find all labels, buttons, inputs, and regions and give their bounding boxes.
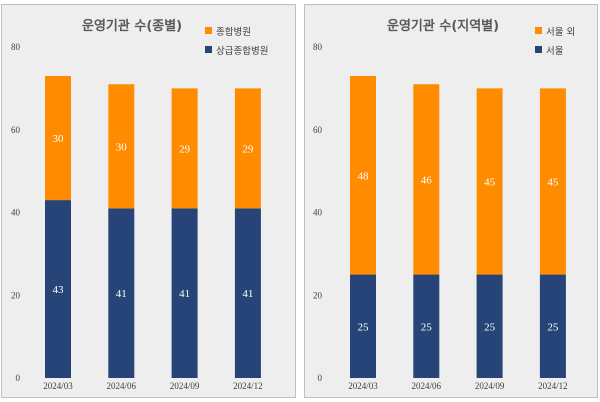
legend-swatch bbox=[205, 27, 212, 34]
bar bbox=[234, 88, 261, 209]
bar bbox=[476, 88, 503, 275]
bar bbox=[350, 274, 376, 378]
x-tick-label: 2024/03 bbox=[348, 381, 378, 391]
legend-item: 서울 외 bbox=[535, 21, 575, 40]
bar bbox=[171, 88, 198, 209]
x-tick-label: 2024/09 bbox=[170, 381, 200, 391]
data-label: 25 bbox=[547, 321, 559, 333]
x-tick-label: 2024/06 bbox=[412, 381, 442, 391]
x-tick-label: 2024/03 bbox=[43, 381, 73, 391]
data-label: 45 bbox=[547, 176, 559, 188]
y-tick-label: 60 bbox=[11, 125, 21, 135]
bar bbox=[45, 200, 71, 378]
y-tick-label: 20 bbox=[313, 290, 323, 300]
data-label: 30 bbox=[116, 141, 128, 153]
data-label: 41 bbox=[242, 288, 253, 300]
bar bbox=[476, 274, 503, 378]
data-label: 25 bbox=[484, 321, 496, 333]
y-tick-label: 60 bbox=[313, 125, 323, 135]
x-tick-label: 2024/12 bbox=[233, 381, 263, 391]
data-label: 29 bbox=[242, 143, 254, 155]
data-label: 30 bbox=[53, 133, 65, 145]
y-tick-label: 80 bbox=[313, 42, 323, 52]
data-label: 25 bbox=[421, 321, 433, 333]
legend-swatch bbox=[535, 27, 542, 34]
data-label: 48 bbox=[358, 170, 370, 182]
data-label: 41 bbox=[116, 288, 127, 300]
chart-plot: 0 20 40 60 80 43 30 2024/03 41 30 2024/06 41 29 2024/… bbox=[11, 42, 263, 391]
data-label: 43 bbox=[53, 284, 65, 296]
chart-title: 운영기관 수(종별) bbox=[82, 19, 183, 34]
y-tick-label: 80 bbox=[11, 42, 21, 52]
x-tick-label: 2024/12 bbox=[538, 381, 568, 391]
bar bbox=[45, 75, 71, 201]
bar bbox=[350, 75, 376, 275]
legend-item: 상급종합병원 bbox=[205, 40, 268, 59]
y-tick-label: 40 bbox=[11, 208, 21, 218]
bar bbox=[108, 84, 135, 209]
y-tick-label: 0 bbox=[318, 373, 323, 383]
legend-swatch bbox=[205, 46, 212, 53]
data-label: 45 bbox=[484, 176, 496, 188]
bar bbox=[539, 88, 566, 275]
chart-plot: 0 20 40 60 80 25 48 2024/03 25 46 2024/06 25 45 2024/… bbox=[313, 42, 568, 391]
data-label: 46 bbox=[421, 174, 433, 186]
bar bbox=[539, 274, 566, 378]
legend-label: 서울 외 bbox=[546, 26, 576, 38]
y-tick-label: 20 bbox=[11, 290, 21, 300]
y-tick-label: 0 bbox=[16, 373, 21, 383]
x-tick-label: 2024/09 bbox=[475, 381, 505, 391]
data-label: 29 bbox=[179, 143, 191, 155]
legend-swatch bbox=[535, 46, 542, 53]
data-label: 41 bbox=[179, 288, 190, 300]
y-tick-label: 40 bbox=[313, 208, 323, 218]
legend-label: 상급종합병원 bbox=[216, 45, 269, 57]
bar bbox=[234, 208, 261, 378]
bar bbox=[413, 84, 440, 275]
legend-item: 서울 bbox=[535, 40, 575, 59]
bar bbox=[413, 274, 440, 378]
legend-item: 종합병원 bbox=[205, 21, 268, 40]
bar bbox=[108, 208, 135, 378]
chart-title: 운영기관 수(지역별) bbox=[387, 19, 500, 34]
legend-label: 서울 bbox=[546, 45, 564, 57]
legend-label: 종합병원 bbox=[216, 26, 251, 38]
x-tick-label: 2024/06 bbox=[107, 381, 137, 391]
bar bbox=[171, 208, 198, 378]
data-label: 25 bbox=[358, 321, 370, 333]
